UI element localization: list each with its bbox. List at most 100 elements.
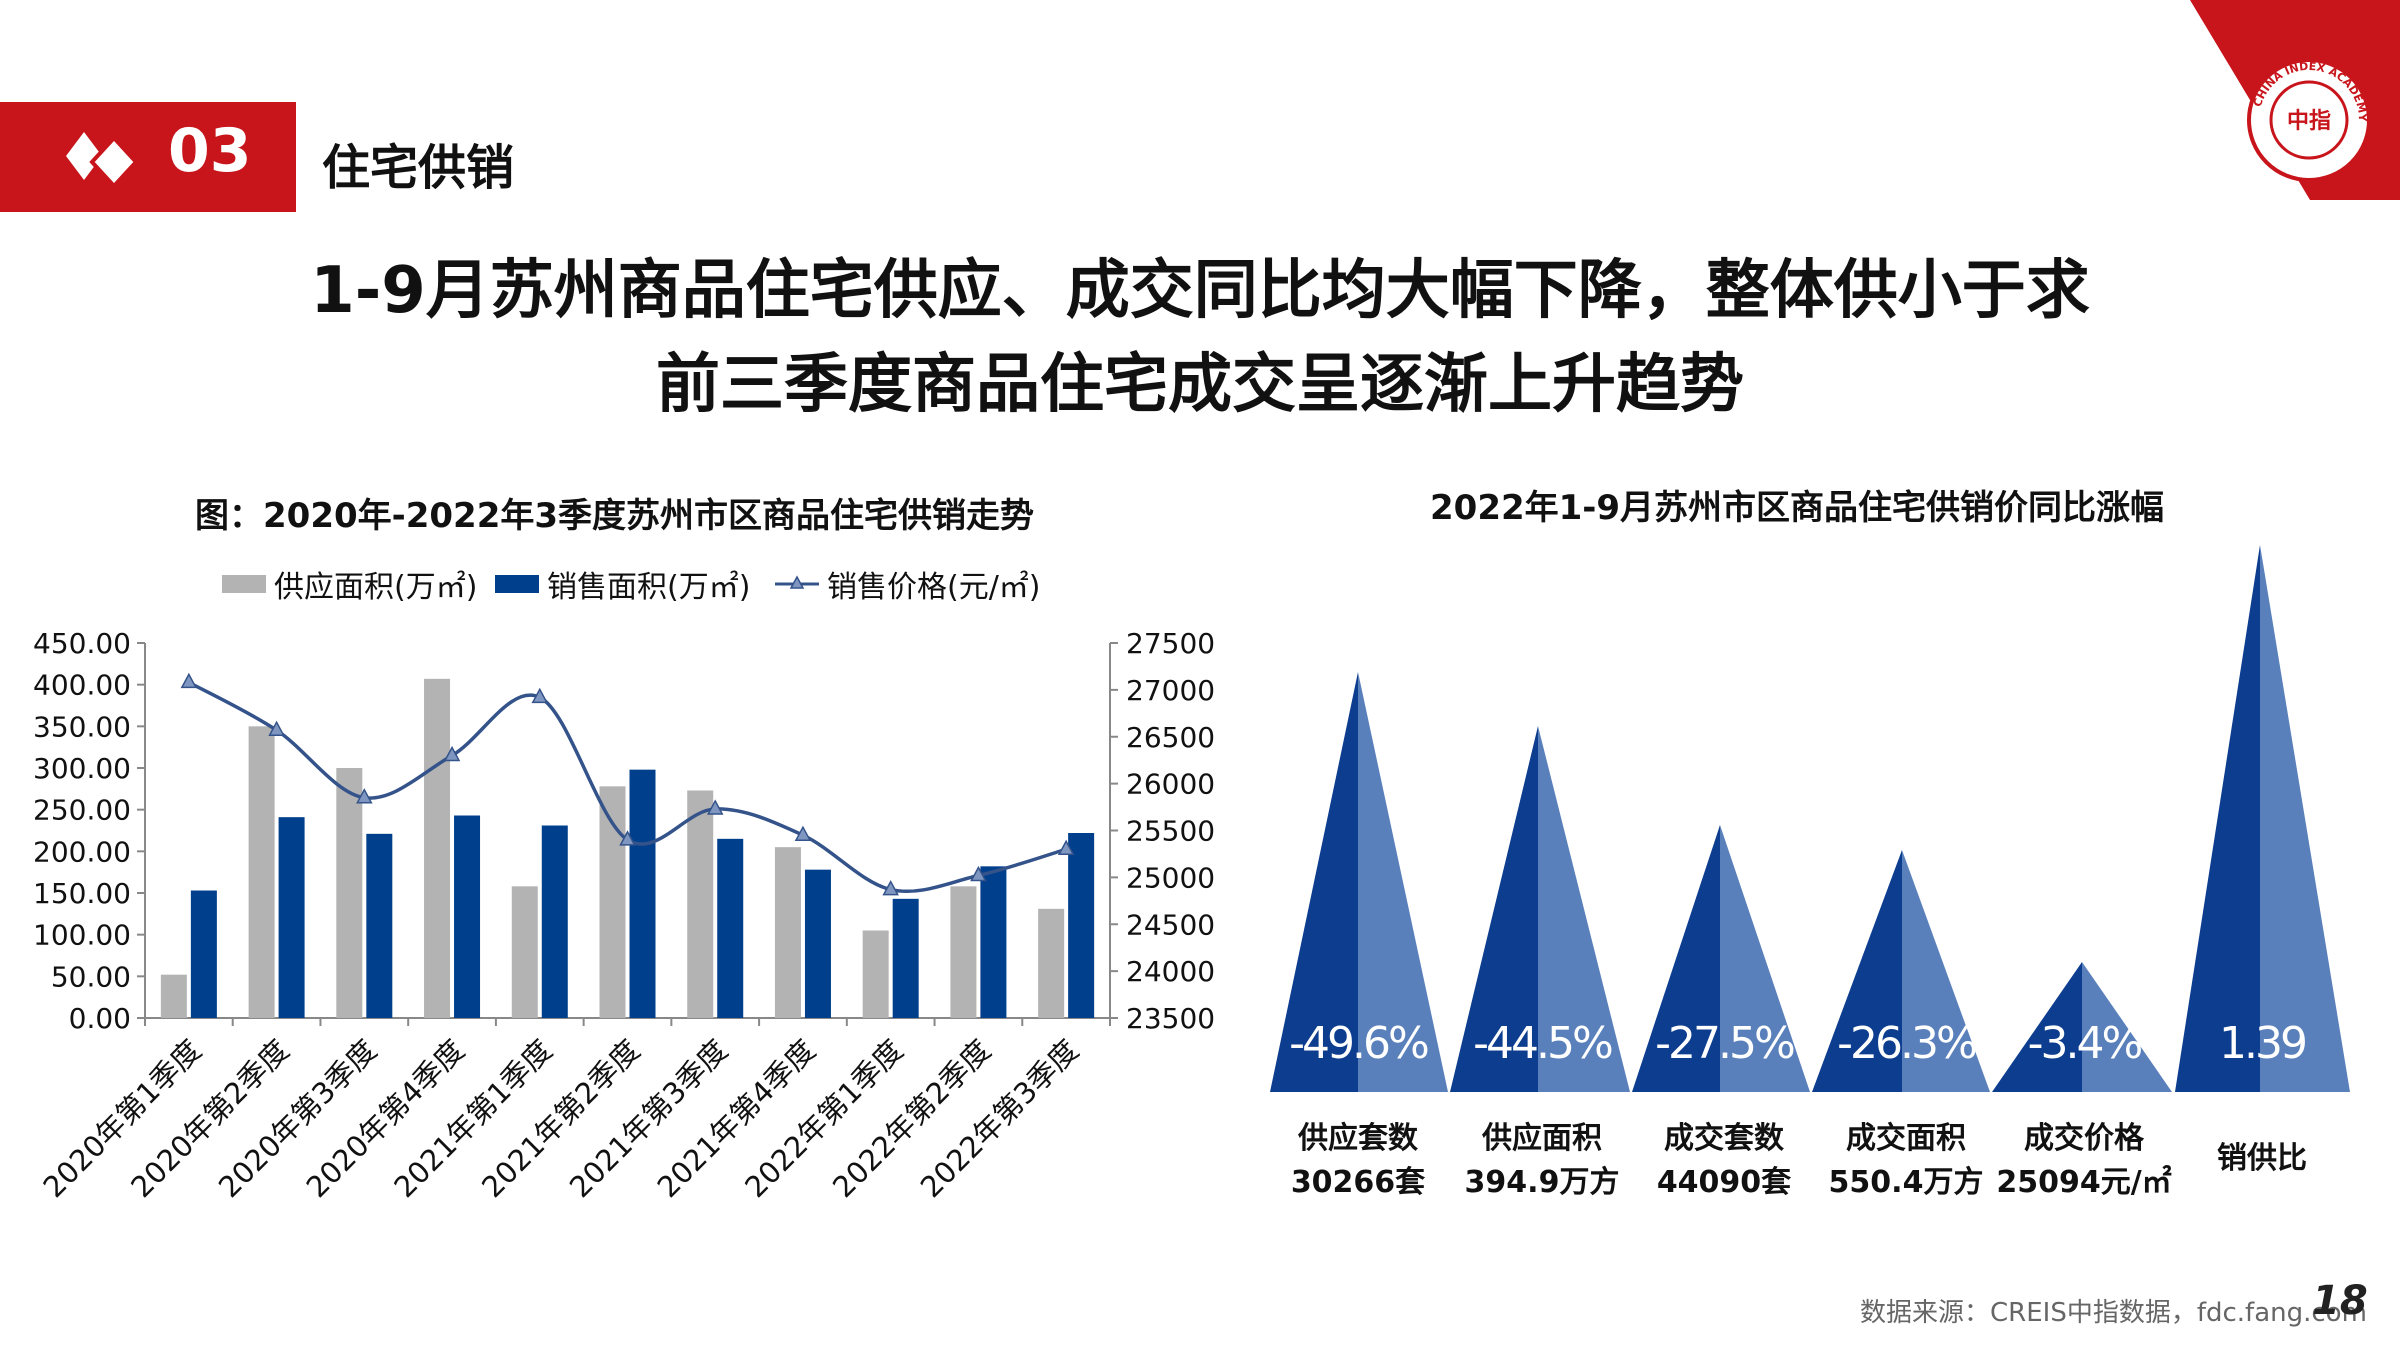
right-y-tick-label: 27500	[1126, 627, 1215, 660]
price-point	[180, 672, 198, 689]
price-point	[531, 687, 549, 704]
price-point	[706, 799, 724, 815]
yoy-change-chart: -49.6% 供应套数 30266套 -44.5% 供应面积 394.9万方 -27.5% 成…	[1270, 545, 2350, 1200]
left-chart-title: 图：2020年-2022年3季度苏州市区商品住宅供销走势	[195, 496, 1035, 536]
sales-bar	[980, 866, 1007, 1018]
cone-dark-face	[1450, 726, 1538, 1092]
legend-supply: 供应面积(万㎡)	[222, 562, 477, 606]
cone-item-amount: 44090套	[1657, 1165, 1791, 1200]
left-y-tick-label: 50.00	[51, 960, 131, 993]
cone-light-face	[1358, 672, 1448, 1092]
right-y-tick-label: 25000	[1126, 861, 1215, 894]
legend-price: 销售价格(元/㎡)	[775, 562, 1041, 606]
china-index-academy-logo: CHINA INDEX ACADEMY 中指	[2247, 58, 2371, 182]
supply-bar	[160, 974, 187, 1018]
cone-light-face	[1902, 850, 1990, 1092]
legend-sales-label: 销售面积(万㎡)	[547, 570, 751, 605]
cone-value-label: -26.3%	[1837, 1018, 1976, 1069]
data-source: 数据来源：CREIS中指数据，fdc.fang.com	[1860, 1298, 2367, 1328]
sales-bar	[190, 890, 217, 1018]
price-point	[1057, 839, 1075, 855]
cone-item-amount: 25094元/㎡	[1996, 1165, 2171, 1200]
diamond-icon	[66, 132, 139, 189]
left-y-tick-label: 400.00	[33, 669, 131, 702]
sales-bar	[717, 838, 744, 1018]
right-y-tick-label: 26000	[1126, 768, 1215, 801]
cone-light-face	[1538, 726, 1630, 1092]
cone-item-name: 成交价格	[2024, 1121, 2145, 1156]
cone-value-label: -44.5%	[1473, 1018, 1612, 1069]
cone-value-label: -27.5%	[1655, 1018, 1794, 1069]
supply-bar	[862, 930, 889, 1018]
right-y-tick-label: 24000	[1126, 955, 1215, 988]
legend-price-swatch	[775, 575, 819, 589]
price-point	[882, 879, 899, 896]
cone-dark-face	[1812, 850, 1902, 1092]
right-y-tick-label: 24500	[1126, 908, 1215, 941]
left-y-tick-label: 300.00	[33, 752, 131, 785]
left-y-tick-label: 100.00	[33, 919, 131, 952]
left-y-tick-label: 450.00	[33, 627, 131, 660]
left-y-tick-label: 250.00	[33, 794, 131, 827]
cone-item-amount: 550.4万方	[1829, 1165, 1984, 1200]
section-header-separator	[296, 102, 304, 212]
cone-dark-face	[1270, 672, 1358, 1092]
cone-dark-face	[1632, 825, 1720, 1092]
cone-item-name: 销供比	[2217, 1141, 2307, 1176]
sales-bar	[629, 769, 656, 1018]
price-point	[268, 720, 285, 736]
section-header-band	[0, 102, 296, 212]
legend-sales-swatch	[495, 575, 539, 593]
right-y-tick-label: 27000	[1126, 674, 1215, 707]
price-point	[794, 825, 812, 841]
sales-bar	[366, 833, 393, 1018]
sales-bar	[892, 898, 919, 1018]
supply-bar	[511, 886, 538, 1018]
supply-bar	[336, 768, 363, 1018]
sales-bar	[541, 825, 568, 1018]
right-y-tick-label: 23500	[1126, 1002, 1215, 1035]
price-line	[188, 680, 1067, 894]
cone-dark-face	[2175, 545, 2260, 1092]
supply-bar	[774, 847, 801, 1018]
supply-bar	[687, 790, 714, 1018]
right-chart-title: 2022年1-9月苏州市区商品住宅供销价同比涨幅	[1430, 488, 2165, 528]
cone-value-label: -3.4%	[2028, 1018, 2142, 1069]
page-number: 18	[2312, 1278, 2368, 1324]
cone-item-name: 供应套数	[1297, 1121, 1419, 1156]
logo-text: 中指	[2287, 109, 2331, 134]
supply-bar	[1038, 908, 1065, 1018]
cone-value-label: 1.39	[2219, 1018, 2305, 1069]
sales-bar	[278, 817, 305, 1018]
legend-sales: 销售面积(万㎡)	[495, 562, 750, 606]
sales-bar	[454, 815, 481, 1018]
cone-light-face	[1720, 825, 1810, 1092]
cone-light-face	[2082, 962, 2172, 1092]
cone-value-label: -49.6%	[1289, 1018, 1428, 1069]
cone-dark-face	[1992, 962, 2082, 1092]
right-y-tick-label: 26500	[1126, 721, 1215, 754]
price-point	[619, 830, 636, 846]
headline-line-1: 1-9月苏州商品住宅供应、成交同比均大幅下降，整体供小于求	[310, 254, 2090, 328]
cone-item-name: 供应面积	[1481, 1121, 1602, 1156]
sales-bar	[1068, 833, 1095, 1018]
sales-bar	[804, 869, 831, 1018]
left-y-tick-label: 150.00	[33, 877, 131, 910]
section-number: 03	[168, 116, 252, 186]
supply-bar	[248, 726, 275, 1018]
section-title: 住宅供销	[322, 140, 515, 196]
cone-item-amount: 394.9万方	[1465, 1165, 1620, 1200]
cone-item-amount: 30266套	[1291, 1165, 1425, 1200]
right-y-tick-label: 25500	[1126, 815, 1215, 848]
legend-supply-label: 供应面积(万㎡)	[274, 570, 478, 605]
price-point	[356, 788, 373, 804]
price-point	[443, 745, 461, 762]
left-y-tick-label: 350.00	[33, 710, 131, 743]
left-y-tick-label: 0.00	[69, 1002, 131, 1035]
legend-price-label: 销售价格(元/㎡)	[827, 570, 1041, 605]
cone-item-name: 成交面积	[1846, 1121, 1966, 1156]
cone-light-face	[2260, 545, 2350, 1092]
left-y-tick-label: 200.00	[33, 835, 131, 868]
legend-supply-swatch	[222, 575, 266, 593]
headline-line-2: 前三季度商品住宅成交呈逐渐上升趋势	[656, 348, 1744, 422]
